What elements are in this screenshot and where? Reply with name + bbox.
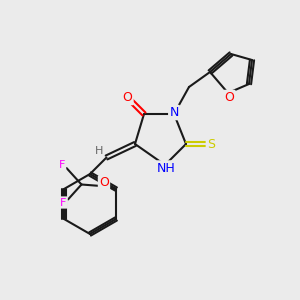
Text: NH: NH: [157, 161, 176, 175]
Text: O: O: [123, 91, 132, 104]
Text: O: O: [99, 176, 109, 190]
Text: F: F: [59, 160, 65, 170]
Text: H: H: [95, 146, 103, 157]
Text: O: O: [225, 91, 234, 104]
Text: N: N: [169, 106, 179, 119]
Text: F: F: [60, 197, 67, 208]
Text: S: S: [207, 137, 215, 151]
